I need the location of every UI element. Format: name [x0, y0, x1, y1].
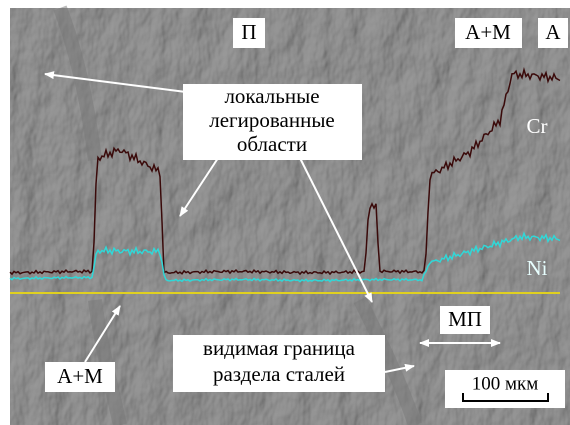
annotation: области: [237, 132, 307, 156]
annotation: легированные: [209, 108, 335, 132]
phase-label: А: [545, 20, 561, 44]
phase-label: П: [241, 20, 256, 44]
annotation: видимая граница: [203, 336, 356, 360]
zone-label: МП: [448, 307, 482, 331]
annotation: локальные: [224, 84, 319, 108]
element-label: Cr: [527, 114, 548, 138]
micrograph-figure: П А+М А локальные легированные области C…: [0, 0, 570, 425]
page: П А+М А локальные легированные области C…: [0, 0, 570, 425]
scale-label: 100 мкм: [472, 373, 539, 394]
phase-label: А+М: [465, 20, 511, 44]
phase-label: А+М: [57, 364, 103, 388]
annotation: раздела сталей: [213, 362, 345, 386]
element-label: Ni: [527, 256, 548, 280]
